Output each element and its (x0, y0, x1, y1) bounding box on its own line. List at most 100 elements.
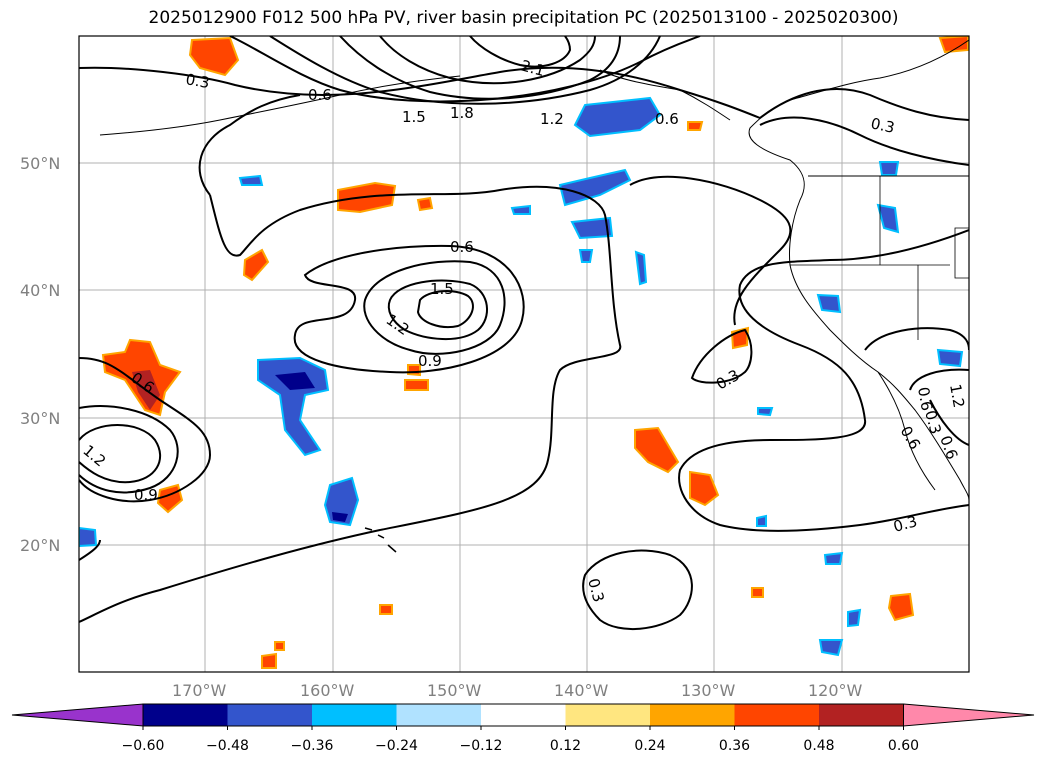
colorbar-tick-label: 0.48 (803, 738, 834, 754)
precip-blob-positive (634, 426, 680, 474)
colorbar-extend-max (903, 703, 1035, 727)
lat-label: 40°N (20, 281, 60, 300)
precip-blob-negative (847, 608, 862, 628)
longitude-labels: 170°W 160°W 150°W 140°W 130°W 120°W (172, 681, 863, 700)
precip-blob-negative (238, 174, 264, 186)
map-panel: 0.3 0.6 2.1 1.5 1.8 1.2 0.6 0.3 0.6 1.5 … (20, 35, 970, 700)
latitude-labels: 50°N 40°N 30°N 20°N (20, 154, 60, 555)
colorbar-tick-label: 0.36 (719, 738, 750, 754)
pv-contour-line (79, 185, 622, 623)
colorbar-swatch (565, 704, 651, 726)
colorbar-swatch (143, 704, 229, 726)
lon-label: 120°W (808, 681, 863, 700)
precip-blob-positive (261, 652, 277, 669)
pv-contour-line (79, 424, 161, 484)
contour-label: 0.6 (450, 238, 474, 256)
coastline-hawaii (364, 527, 397, 553)
colorbar-extend-min (11, 703, 144, 727)
precip-blob-strong-negative (275, 372, 315, 390)
precip-blobs (79, 36, 969, 669)
lon-label: 130°W (681, 681, 736, 700)
contour-label: 0.3 (891, 512, 919, 536)
pv-contour-line (629, 175, 792, 326)
contour-labels: 0.3 0.6 2.1 1.5 1.8 1.2 0.6 0.3 0.6 1.5 … (79, 56, 968, 604)
map-title: 2025012900 F012 500 hPa PV, river basin … (148, 8, 899, 28)
contour-label: 1.2 (540, 110, 564, 128)
precip-blob-negative (510, 204, 531, 215)
pv-contour-line (379, 36, 596, 85)
colorbar-swatch (734, 704, 820, 726)
precip-blob-strong-negative (332, 512, 348, 522)
pv-contour-line (79, 357, 212, 503)
coastline-alaska-islands (599, 69, 731, 121)
contour-label: 0.6 (914, 386, 936, 413)
colorbar-swatch (650, 704, 736, 726)
pv-contour-line (198, 94, 301, 196)
colorbar-swatch (481, 704, 567, 726)
precip-blob-positive (379, 604, 393, 615)
pv-contour-line (79, 405, 179, 494)
contour-label: 0.3 (584, 576, 608, 604)
pv-contour-line (582, 549, 693, 631)
contour-label: 0.3 (869, 114, 896, 137)
colorbar-tick-label: −0.36 (291, 738, 334, 754)
pv-contour-line (363, 260, 506, 355)
precip-blob-negative (634, 250, 648, 286)
contour-label: 0.3 (713, 366, 743, 394)
precip-blob-positive (689, 470, 720, 507)
pv-contour-line (416, 290, 474, 328)
lon-label: 140°W (554, 681, 609, 700)
pv-contour-line (929, 399, 969, 446)
colorbar-swatch (227, 704, 313, 726)
precip-blob-negative (573, 96, 662, 138)
pv-contour-line (339, 36, 621, 100)
precip-blob-positive (751, 587, 764, 598)
colorbar-tick-label: −0.48 (206, 738, 249, 754)
colorbar-tick-label: 0.12 (550, 738, 581, 754)
contour-label: 1.2 (946, 383, 968, 410)
pv-contour-line (269, 36, 661, 105)
precip-blob-positive (242, 248, 270, 282)
contour-label: 0.6 (897, 423, 925, 453)
precip-blob-positive (416, 196, 434, 212)
border-line (954, 227, 969, 279)
precip-blob-positive (188, 36, 240, 77)
colorbar-frame (142, 703, 904, 727)
colorbar-swatch (819, 704, 905, 726)
precip-blob-negative (936, 348, 964, 368)
pv-contour-line (690, 328, 753, 384)
contour-label: 0.3 (184, 70, 211, 92)
colorbar-tick-label: −0.60 (122, 738, 165, 754)
contour-label: 0.9 (418, 352, 442, 370)
contour-label: 1.8 (450, 104, 474, 122)
colorbar-swatch (312, 704, 398, 726)
precip-blob-negative (823, 551, 844, 565)
pv-contour-line (387, 279, 489, 341)
contour-label: 0.9 (134, 486, 158, 504)
colorbar-ticks: −0.60 −0.48 −0.36 −0.24 −0.12 0.12 0.24 0.36 0.4… (122, 726, 919, 754)
precip-blob-negative (756, 514, 767, 527)
precip-blob-positive (887, 592, 915, 622)
colorbar-tick-label: 0.60 (888, 738, 919, 754)
pv-contour-line (909, 368, 969, 391)
colorbar-tick-label: −0.24 (375, 738, 418, 754)
pv-contour-line (678, 229, 969, 532)
precip-blob-positive (938, 36, 969, 54)
precip-blob-negative (757, 407, 774, 417)
pv-contour-line (293, 244, 525, 374)
pv-contour-line (864, 327, 969, 351)
colorbar-tick-label: −0.12 (460, 738, 503, 754)
lon-label: 160°W (300, 681, 355, 700)
pv-contour-line (469, 36, 572, 68)
lon-label: 150°W (427, 681, 482, 700)
precip-blob-positive (156, 483, 184, 514)
contour-label: 2.1 (519, 56, 547, 80)
precip-blob-negative (816, 293, 842, 314)
colorbar-swatch (396, 704, 482, 726)
contour-label: 0.6 (308, 86, 332, 104)
gridlines (79, 36, 969, 672)
precip-blob-negative (570, 216, 614, 240)
contour-label: 1.5 (402, 108, 426, 126)
precip-blob-negative (578, 249, 594, 263)
pv-contour-line (79, 539, 101, 561)
